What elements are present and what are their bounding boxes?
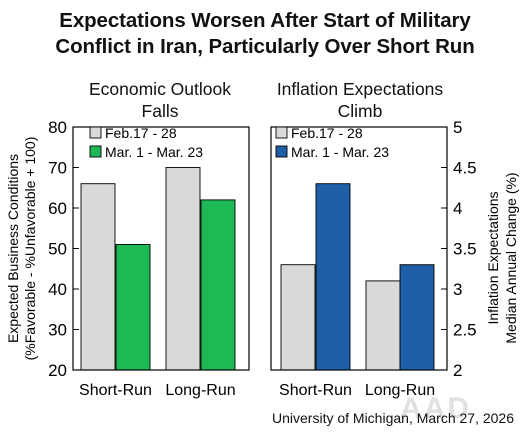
right-y-tick-label: 4 (453, 199, 462, 218)
right-legend-label-1: Feb.17 - 28 (291, 125, 363, 141)
right-bar-long-run-series-1 (365, 280, 401, 371)
left-x-tick-label: Short-Run (79, 382, 152, 399)
right-x-tick-label: Short-Run (279, 382, 352, 399)
right-y-tick-label: 3.5 (453, 240, 477, 259)
left-y-tick-label: 60 (48, 199, 67, 218)
left-y-tick-label: 50 (48, 240, 67, 259)
right-panel-title-line-1: Inflation Expectations (276, 79, 444, 99)
left-legend-label-2: Mar. 1 - Mar. 23 (105, 144, 203, 160)
main-title-line-1: Expectations Worsen After Start of Milit… (59, 9, 471, 32)
right-y-tick-label: 2.5 (453, 321, 477, 340)
left-panel-title-line-1: Economic Outlook (88, 79, 231, 99)
left-bar-short-run-series-2 (115, 243, 151, 371)
source-note: University of Michigan, March 27, 2026 (272, 410, 514, 426)
left-y-axis-title-line-2: (%Favorable - %Unfavorable + 100) (22, 137, 38, 361)
right-y-axis-title-line-1: Inflation Expectations (485, 191, 501, 324)
right-y-axis-title-line-2: Median Annual Change (%) (503, 172, 519, 343)
right-y-tick-label: 3 (453, 280, 462, 299)
left-y-tick-label: 70 (48, 159, 67, 178)
main-title-line-2: Conflict in Iran, Particularly Over Shor… (55, 35, 475, 58)
left-panel-title-line-2: Falls (141, 101, 179, 121)
right-bar-short-run-series-2 (315, 183, 351, 371)
right-y-tick-label: 5 (453, 118, 462, 137)
left-bar-short-run-series-1 (80, 183, 116, 371)
left-bar-long-run-series-1 (165, 167, 201, 371)
right-legend-swatch-1 (275, 126, 288, 139)
left-y-tick-label: 40 (48, 280, 67, 299)
right-y-tick-label: 4.5 (453, 159, 477, 178)
right-legend-swatch-2 (275, 145, 288, 158)
left-y-tick-label: 30 (48, 321, 67, 340)
main-title: Expectations Worsen After Start of Milit… (0, 8, 530, 60)
left-x-tick-label: Long-Run (165, 382, 235, 399)
right-panel-title-line-2: Climb (337, 101, 383, 121)
right-bar-short-run-series-1 (280, 264, 316, 371)
right-x-tick-label: Long-Run (365, 382, 435, 399)
right-y-tick-label: 2 (453, 361, 462, 380)
left-y-tick-label: 80 (48, 118, 67, 137)
left-panel-title: Economic Outlook Falls (65, 78, 255, 122)
watermark: AAD (400, 392, 471, 425)
right-legend-label-2: Mar. 1 - Mar. 23 (291, 144, 389, 160)
right-panel-title: Inflation Expectations Climb (262, 78, 458, 122)
left-legend-label-1: Feb.17 - 28 (105, 125, 177, 141)
left-y-axis-title-line-1: Expected Business Conditions (5, 154, 21, 343)
left-legend-swatch-2 (89, 145, 102, 158)
left-y-tick-label: 20 (48, 361, 67, 380)
left-bar-long-run-series-2 (200, 199, 236, 371)
left-legend-swatch-1 (89, 126, 102, 139)
right-bar-long-run-series-2 (399, 264, 435, 371)
